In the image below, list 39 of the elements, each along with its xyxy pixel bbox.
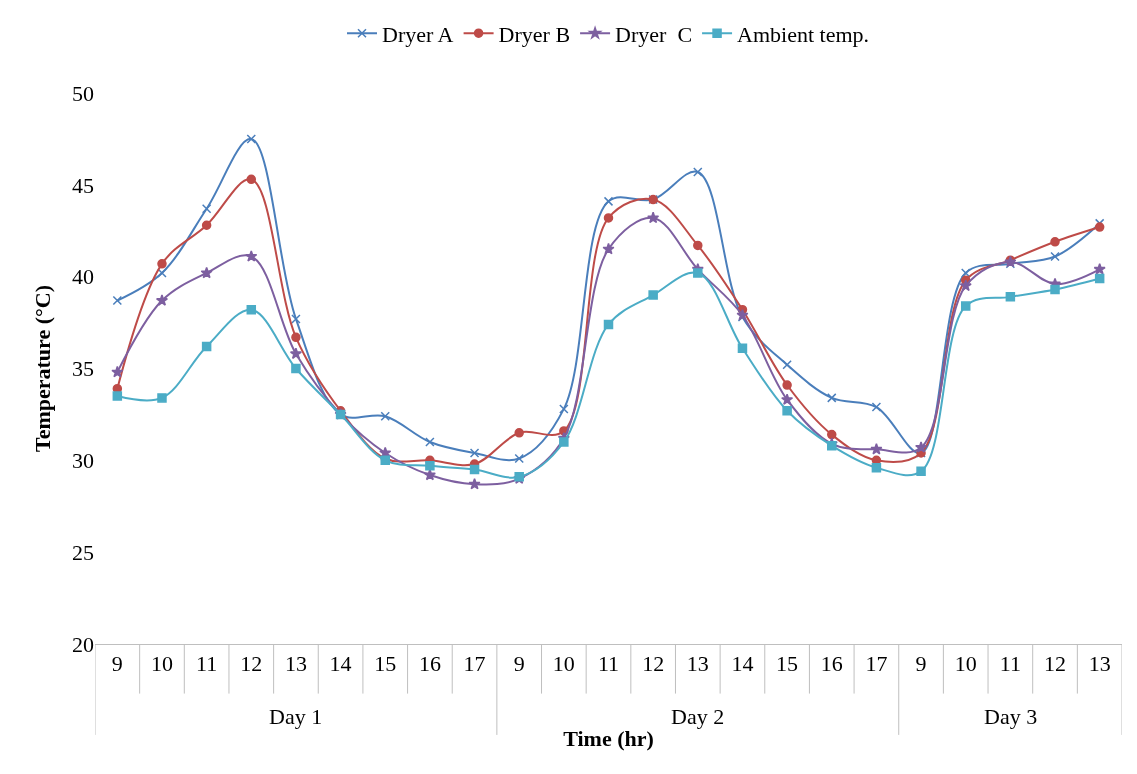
legend-label: Dryer C	[615, 21, 693, 47]
y-axis-title: Temperature (°C)	[29, 284, 55, 453]
x-tick-label: 12	[642, 651, 665, 677]
x-tick-label: 9	[915, 651, 927, 677]
x-tick-label: 10	[552, 651, 575, 677]
legend-label: Dryer B	[498, 21, 571, 47]
x-tick-label: 14	[731, 651, 754, 677]
y-tick-label: 25	[72, 539, 94, 565]
x-tick-label: 14	[329, 651, 352, 677]
y-tick-label: 45	[72, 172, 94, 198]
x-tick-label: 16	[820, 651, 843, 677]
x-tick-label: 9	[111, 651, 123, 677]
legend-label: Ambient temp.	[737, 21, 870, 47]
x-tick-label: 16	[418, 651, 441, 677]
x-tick-label: 12	[1044, 651, 1067, 677]
x-tick-label: 15	[776, 651, 799, 677]
y-tick-label: 40	[72, 264, 94, 290]
x-tick-label: 11	[196, 651, 218, 677]
y-tick-label: 20	[72, 631, 94, 657]
x-tick-label: 13	[1088, 651, 1111, 677]
x-tick-label: 10	[150, 651, 173, 677]
x-tick-label: 15	[374, 651, 397, 677]
x-tick-label: 11	[999, 651, 1021, 677]
x-axis-title: Time (hr)	[563, 726, 654, 752]
x-tick-label: 17	[463, 651, 486, 677]
y-tick-label: 35	[72, 356, 94, 382]
x-tick-label: 11	[597, 651, 620, 677]
text: Day 2	[671, 704, 725, 729]
x-tick-label: 13	[284, 651, 307, 677]
x-tick-label: 13	[686, 651, 709, 677]
x-tick-label: 10	[954, 651, 977, 677]
x-tick-label: 9	[513, 651, 525, 677]
y-tick-label: 50	[72, 80, 94, 106]
y-tick-label: 30	[72, 448, 94, 474]
text: Day 3	[984, 704, 1038, 729]
x-tick-label: 17	[865, 651, 888, 677]
legend-label: Dryer A	[382, 21, 454, 47]
x-tick-label: 12	[240, 651, 263, 677]
text: Day 1	[269, 704, 323, 729]
